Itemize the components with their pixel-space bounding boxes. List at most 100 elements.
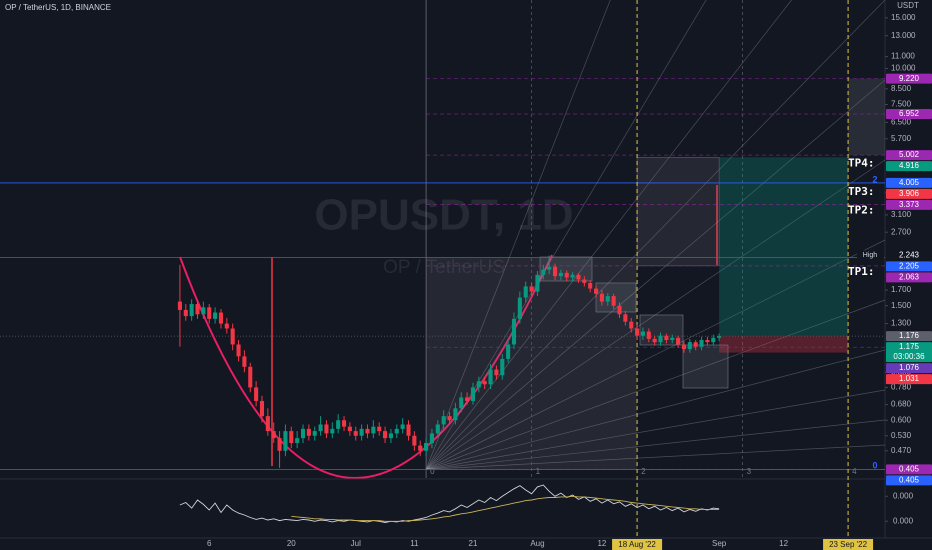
price-badge-label: 3.373 — [899, 200, 920, 209]
price-badge-label: 0.405 — [899, 464, 920, 473]
candle-body — [383, 431, 388, 439]
price-badge — [886, 363, 932, 374]
candle-body — [259, 400, 265, 417]
price-badge — [886, 161, 932, 172]
y-tick-label: 10.000 — [891, 64, 916, 73]
candle-body — [711, 337, 716, 343]
candle-body — [482, 381, 487, 385]
target-label: TP2: — [848, 203, 875, 216]
y-tick-label: 15.000 — [891, 13, 916, 22]
indicator-tick-label: 0.000 — [893, 491, 914, 500]
price-badge — [886, 331, 932, 342]
candle-body — [605, 296, 610, 302]
x-tick-label: Sep — [712, 539, 727, 548]
badge-tag-bg — [857, 250, 884, 261]
candle-body — [459, 397, 464, 409]
x-tick-label: 21 — [469, 539, 478, 548]
price-badge-label: 1.175 — [899, 342, 920, 351]
fan-ray — [425, 239, 886, 470]
price-badge — [886, 199, 932, 210]
candle-body — [207, 307, 212, 319]
candle-body — [676, 337, 681, 345]
y-tick-label: 0.470 — [891, 446, 912, 455]
candle-body — [447, 416, 452, 421]
price-badge — [886, 177, 932, 188]
candle-body — [664, 335, 669, 340]
price-badge-label: 2.243 — [899, 250, 920, 259]
fan-ray — [425, 79, 886, 470]
candle-body — [300, 428, 306, 439]
price-badge-label: 6.952 — [899, 109, 920, 118]
fib-time-label: 1 — [536, 467, 541, 476]
candle-body — [693, 342, 698, 347]
candle-body — [547, 266, 552, 270]
price-badge — [886, 150, 932, 161]
candle-body — [617, 305, 622, 315]
candle-body — [265, 416, 270, 432]
y-tick-label: 13.000 — [891, 31, 916, 40]
y-tick-label: 2.700 — [891, 227, 912, 236]
candle-body — [429, 433, 435, 444]
position-target — [719, 157, 849, 337]
x-tick-label: 12 — [779, 539, 788, 548]
price-badge-label: 4.005 — [899, 178, 920, 187]
y-tick-label: 3.100 — [891, 210, 912, 219]
price-badge — [886, 464, 932, 475]
candle-body — [687, 342, 692, 350]
candle-body — [400, 424, 405, 429]
candle-body — [388, 433, 393, 439]
target-label: TP3: — [848, 185, 875, 198]
candle-body — [494, 369, 499, 376]
y-tick-label: 1.500 — [891, 301, 912, 310]
y-tick-label: 11.000 — [891, 52, 915, 61]
y-tick-label: 7.500 — [891, 100, 912, 109]
date-marker-label: 18 Aug '22 — [618, 540, 656, 549]
target-label: TP4: — [848, 156, 875, 169]
price-badge-label: 1.176 — [899, 331, 920, 340]
y-tick-label: 1.300 — [891, 319, 912, 328]
projection-box — [848, 78, 885, 156]
candle-body — [183, 309, 188, 317]
fan-ray — [425, 0, 886, 470]
fib-time-label: 2 — [641, 467, 646, 476]
y-tick-label: 8.500 — [891, 84, 912, 93]
fib-level-label: 2 — [872, 174, 877, 184]
target-label: TP1: — [848, 265, 875, 278]
price-badge-label: 1.076 — [899, 363, 920, 372]
candle-body — [552, 266, 558, 277]
candle-body — [582, 279, 587, 283]
candle-body — [347, 426, 352, 432]
price-badge-label: 9.220 — [899, 74, 920, 83]
candle-body — [406, 424, 411, 436]
candle-body — [558, 272, 563, 277]
fan-ray — [426, 419, 886, 470]
candle-body — [535, 274, 540, 292]
candle-body — [271, 431, 276, 439]
x-tick-label: Jul — [351, 539, 361, 548]
candle-body — [224, 323, 229, 329]
candle-body — [213, 312, 218, 319]
candle-body — [588, 282, 593, 289]
candle-body — [418, 445, 423, 451]
fan-ray — [426, 349, 886, 470]
price-badge — [886, 250, 932, 261]
candle-body — [541, 269, 546, 275]
candle-body — [511, 318, 517, 345]
candle-body — [218, 312, 224, 324]
y-tick-label: 6.500 — [891, 117, 912, 126]
projection-box — [636, 156, 720, 267]
candle-body — [236, 344, 241, 357]
candle-body — [365, 428, 370, 434]
gann-box — [682, 344, 729, 389]
x-tick-label: Aug — [530, 539, 544, 548]
fan-ray — [425, 299, 886, 470]
candle-body — [523, 286, 528, 298]
candle-body — [377, 426, 382, 432]
price-badge-label: 3.906 — [899, 189, 920, 198]
candle-body — [435, 424, 440, 434]
candle-body — [295, 438, 300, 444]
candle-body — [336, 420, 341, 429]
candle-body — [570, 274, 575, 278]
